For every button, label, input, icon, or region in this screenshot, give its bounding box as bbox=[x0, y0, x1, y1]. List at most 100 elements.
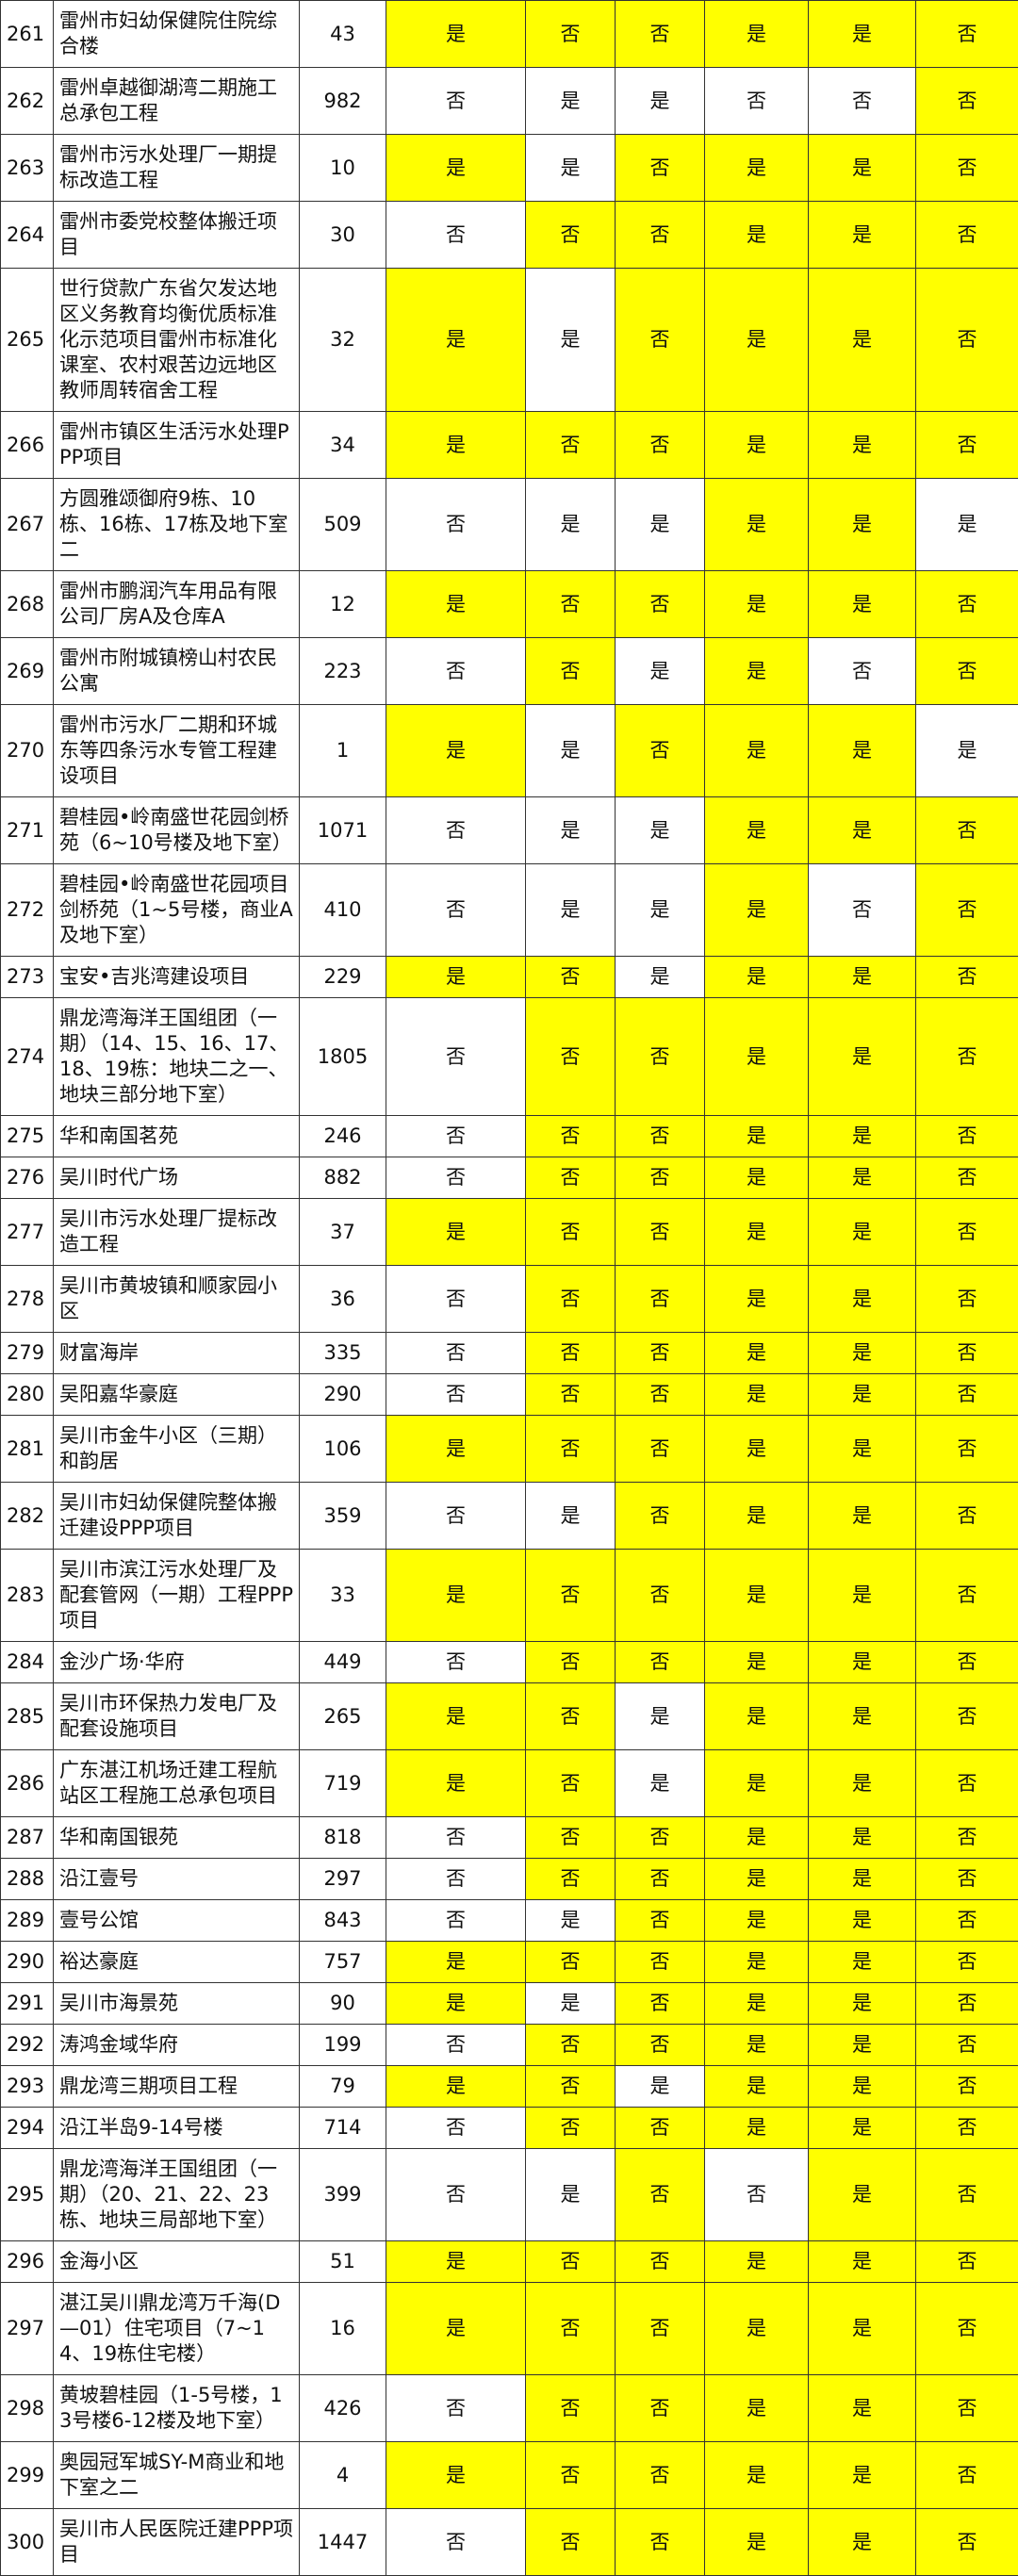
yes-no-cell: 否 bbox=[386, 638, 526, 705]
count-value: 229 bbox=[300, 957, 386, 998]
count-value: 1447 bbox=[300, 2509, 386, 2576]
yes-no-cell: 否 bbox=[916, 864, 1018, 957]
row-number: 266 bbox=[1, 412, 54, 479]
yes-no-cell: 否 bbox=[386, 202, 526, 269]
yes-no-cell: 是 bbox=[705, 1, 809, 68]
yes-no-cell: 否 bbox=[526, 1750, 616, 1817]
yes-no-cell: 否 bbox=[916, 998, 1018, 1116]
project-name: 吴川市妇幼保健院整体搬迁建设PPP项目 bbox=[54, 1483, 300, 1550]
row-number: 289 bbox=[1, 1900, 54, 1942]
row-number: 297 bbox=[1, 2283, 54, 2375]
yes-no-cell: 是 bbox=[809, 998, 916, 1116]
project-name: 湛江吴川鼎龙湾万千海(D—01）住宅项目（7~14、19栋住宅楼） bbox=[54, 2283, 300, 2375]
project-name: 吴川市污水处理厂提标改造工程 bbox=[54, 1199, 300, 1266]
yes-no-cell: 否 bbox=[526, 2442, 616, 2509]
yes-no-cell: 否 bbox=[526, 2509, 616, 2576]
yes-no-cell: 否 bbox=[526, 1859, 616, 1900]
count-value: 757 bbox=[300, 1942, 386, 1983]
yes-no-cell: 否 bbox=[526, 2108, 616, 2149]
yes-no-cell: 否 bbox=[526, 1266, 616, 1333]
yes-no-cell: 是 bbox=[705, 479, 809, 571]
row-number: 277 bbox=[1, 1199, 54, 1266]
yes-no-cell: 否 bbox=[386, 2375, 526, 2442]
yes-no-cell: 否 bbox=[916, 2108, 1018, 2149]
yes-no-cell: 否 bbox=[526, 1683, 616, 1750]
yes-no-cell: 是 bbox=[526, 705, 616, 797]
count-value: 43 bbox=[300, 1, 386, 68]
yes-no-cell: 否 bbox=[809, 68, 916, 135]
yes-no-cell: 是 bbox=[705, 1642, 809, 1683]
yes-no-cell: 否 bbox=[916, 1333, 1018, 1374]
yes-no-cell: 否 bbox=[386, 1642, 526, 1683]
yes-no-cell: 是 bbox=[809, 2108, 916, 2149]
project-name: 壹号公馆 bbox=[54, 1900, 300, 1942]
row-number: 274 bbox=[1, 998, 54, 1116]
row-number: 281 bbox=[1, 1416, 54, 1483]
count-value: 36 bbox=[300, 1266, 386, 1333]
yes-no-cell: 否 bbox=[526, 998, 616, 1116]
count-value: 265 bbox=[300, 1683, 386, 1750]
yes-no-cell: 否 bbox=[386, 1157, 526, 1199]
yes-no-cell: 是 bbox=[705, 1483, 809, 1550]
yes-no-cell: 是 bbox=[526, 1483, 616, 1550]
yes-no-cell: 是 bbox=[386, 1750, 526, 1817]
yes-no-cell: 是 bbox=[916, 479, 1018, 571]
project-name: 吴川市人民医院迁建PPP项目 bbox=[54, 2509, 300, 2576]
yes-no-cell: 是 bbox=[526, 1900, 616, 1942]
yes-no-cell: 是 bbox=[386, 1683, 526, 1750]
yes-no-cell: 否 bbox=[916, 1199, 1018, 1266]
count-value: 223 bbox=[300, 638, 386, 705]
yes-no-cell: 是 bbox=[705, 1900, 809, 1942]
yes-no-cell: 否 bbox=[386, 1266, 526, 1333]
yes-no-cell: 是 bbox=[616, 1683, 705, 1750]
yes-no-cell: 是 bbox=[526, 1983, 616, 2025]
yes-no-cell: 否 bbox=[916, 571, 1018, 638]
row-number: 264 bbox=[1, 202, 54, 269]
yes-no-cell: 是 bbox=[386, 1199, 526, 1266]
yes-no-cell: 是 bbox=[616, 797, 705, 864]
yes-no-cell: 是 bbox=[705, 2283, 809, 2375]
count-value: 426 bbox=[300, 2375, 386, 2442]
count-value: 32 bbox=[300, 269, 386, 412]
yes-no-cell: 是 bbox=[809, 1859, 916, 1900]
row-number: 291 bbox=[1, 1983, 54, 2025]
yes-no-cell: 是 bbox=[705, 797, 809, 864]
yes-no-cell: 否 bbox=[616, 2283, 705, 2375]
yes-no-cell: 是 bbox=[705, 2025, 809, 2066]
yes-no-cell: 是 bbox=[526, 269, 616, 412]
yes-no-cell: 是 bbox=[809, 1683, 916, 1750]
yes-no-cell: 否 bbox=[386, 2108, 526, 2149]
yes-no-cell: 否 bbox=[616, 202, 705, 269]
yes-no-cell: 否 bbox=[916, 68, 1018, 135]
count-value: 34 bbox=[300, 412, 386, 479]
yes-no-cell: 否 bbox=[916, 797, 1018, 864]
project-name: 吴川市海景苑 bbox=[54, 1983, 300, 2025]
count-value: 10 bbox=[300, 135, 386, 202]
yes-no-cell: 否 bbox=[616, 705, 705, 797]
yes-no-cell: 否 bbox=[916, 2149, 1018, 2241]
row-number: 296 bbox=[1, 2241, 54, 2283]
project-name: 吴川时代广场 bbox=[54, 1157, 300, 1199]
row-number: 261 bbox=[1, 1, 54, 68]
count-value: 16 bbox=[300, 2283, 386, 2375]
yes-no-cell: 是 bbox=[809, 2025, 916, 2066]
yes-no-cell: 是 bbox=[705, 571, 809, 638]
row-number: 285 bbox=[1, 1683, 54, 1750]
yes-no-cell: 是 bbox=[809, 957, 916, 998]
yes-no-cell: 是 bbox=[809, 1642, 916, 1683]
row-number: 263 bbox=[1, 135, 54, 202]
yes-no-cell: 是 bbox=[809, 2149, 916, 2241]
count-value: 509 bbox=[300, 479, 386, 571]
yes-no-cell: 否 bbox=[616, 1416, 705, 1483]
yes-no-cell: 否 bbox=[386, 1859, 526, 1900]
yes-no-cell: 否 bbox=[526, 571, 616, 638]
yes-no-cell: 是 bbox=[705, 1683, 809, 1750]
project-name: 吴阳嘉华豪庭 bbox=[54, 1374, 300, 1416]
yes-no-cell: 是 bbox=[809, 269, 916, 412]
yes-no-cell: 否 bbox=[616, 135, 705, 202]
